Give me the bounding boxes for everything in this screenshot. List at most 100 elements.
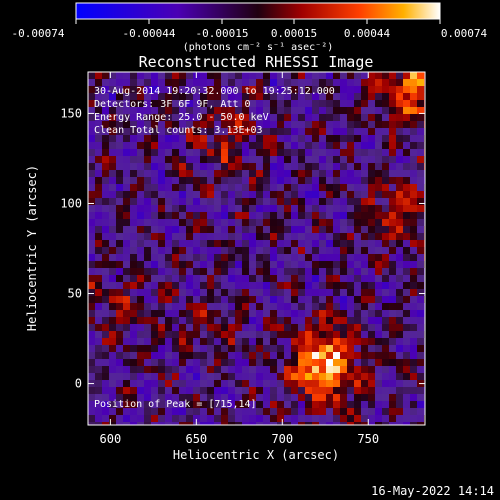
heatmap-cell — [228, 72, 235, 79]
heatmap-cell — [207, 226, 214, 233]
heatmap-cell — [109, 198, 116, 205]
heatmap-cell — [102, 352, 109, 359]
heatmap-cell — [193, 373, 200, 380]
heatmap-cell — [375, 324, 382, 331]
heatmap-cell — [340, 163, 347, 170]
heatmap-cell — [417, 219, 424, 226]
heatmap-cell — [116, 401, 123, 408]
heatmap-cell — [172, 359, 179, 366]
heatmap-cell — [249, 303, 256, 310]
heatmap-cell — [382, 296, 389, 303]
heatmap-cell — [207, 317, 214, 324]
heatmap-cell — [319, 184, 326, 191]
heatmap-cell — [200, 121, 207, 128]
heatmap-cell — [130, 394, 137, 401]
heatmap-cell — [270, 408, 277, 415]
colorbar-frame — [75, 2, 441, 20]
heatmap-cell — [382, 310, 389, 317]
heatmap-cell — [235, 79, 242, 86]
heatmap-cell — [284, 296, 291, 303]
heatmap-cell — [284, 275, 291, 282]
heatmap-cell — [95, 380, 102, 387]
heatmap-cell — [228, 100, 235, 107]
heatmap-cell — [256, 310, 263, 317]
heatmap-cell — [270, 163, 277, 170]
heatmap-cell — [109, 72, 116, 79]
heatmap-cell — [214, 121, 221, 128]
heatmap-cell — [102, 415, 109, 422]
heatmap-cell — [214, 317, 221, 324]
heatmap-cell — [354, 366, 361, 373]
heatmap-cell — [340, 247, 347, 254]
colorbar-tick-label: 0.00044 — [344, 27, 391, 40]
heatmap-cell — [368, 219, 375, 226]
heatmap-cell — [270, 86, 277, 93]
heatmap-cell — [396, 289, 403, 296]
heatmap-cell — [361, 72, 368, 79]
heatmap-cell — [417, 170, 424, 177]
heatmap-cell — [403, 373, 410, 380]
heatmap-cell — [116, 275, 123, 282]
heatmap-cell — [277, 107, 284, 114]
heatmap-cell — [109, 303, 116, 310]
heatmap-cell — [151, 86, 158, 93]
heatmap-cell — [158, 191, 165, 198]
heatmap-cell — [263, 422, 270, 425]
heatmap-cell — [333, 331, 340, 338]
heatmap-cell — [403, 303, 410, 310]
heatmap-cell — [326, 163, 333, 170]
heatmap-cell — [242, 373, 249, 380]
heatmap-cell — [340, 422, 347, 425]
heatmap-cell — [200, 261, 207, 268]
heatmap-cell — [368, 205, 375, 212]
heatmap-cell — [242, 142, 249, 149]
heatmap-cell — [410, 415, 417, 422]
heatmap-cell — [305, 163, 312, 170]
heatmap-cell — [312, 205, 319, 212]
heatmap-cell — [116, 135, 123, 142]
heatmap-cell — [410, 268, 417, 275]
heatmap-cell — [109, 338, 116, 345]
heatmap-cell — [193, 317, 200, 324]
heatmap-cell — [88, 303, 95, 310]
heatmap-cell — [235, 191, 242, 198]
heatmap-cell — [151, 107, 158, 114]
heatmap-cell — [179, 79, 186, 86]
heatmap-cell — [410, 338, 417, 345]
heatmap-cell — [235, 359, 242, 366]
heatmap-cell — [382, 401, 389, 408]
heatmap-cell — [200, 247, 207, 254]
heatmap-cell — [228, 170, 235, 177]
heatmap-cell — [354, 310, 361, 317]
heatmap-cell — [291, 156, 298, 163]
heatmap-cell — [312, 387, 319, 394]
heatmap-cell — [256, 261, 263, 268]
heatmap-cell — [368, 303, 375, 310]
heatmap-cell — [186, 198, 193, 205]
heatmap-cell — [319, 107, 326, 114]
heatmap-cell — [340, 142, 347, 149]
heatmap-cell — [221, 121, 228, 128]
heatmap-cell — [417, 338, 424, 345]
heatmap-cell — [158, 261, 165, 268]
heatmap-cell — [375, 303, 382, 310]
heatmap-cell — [410, 219, 417, 226]
heatmap-cell — [235, 149, 242, 156]
heatmap-cell — [333, 310, 340, 317]
heatmap-cell — [88, 212, 95, 219]
heatmap-cell — [165, 317, 172, 324]
heatmap-cell — [277, 415, 284, 422]
heatmap-cell — [88, 282, 95, 289]
heatmap-cell — [200, 156, 207, 163]
heatmap-cell — [410, 352, 417, 359]
heatmap-cell — [263, 338, 270, 345]
heatmap-cell — [214, 86, 221, 93]
heatmap-cell — [298, 401, 305, 408]
heatmap-cell — [116, 205, 123, 212]
heatmap-cell — [340, 219, 347, 226]
heatmap-cell — [179, 352, 186, 359]
heatmap-cell — [88, 72, 95, 79]
heatmap-cell — [319, 121, 326, 128]
heatmap-cell — [312, 422, 319, 425]
